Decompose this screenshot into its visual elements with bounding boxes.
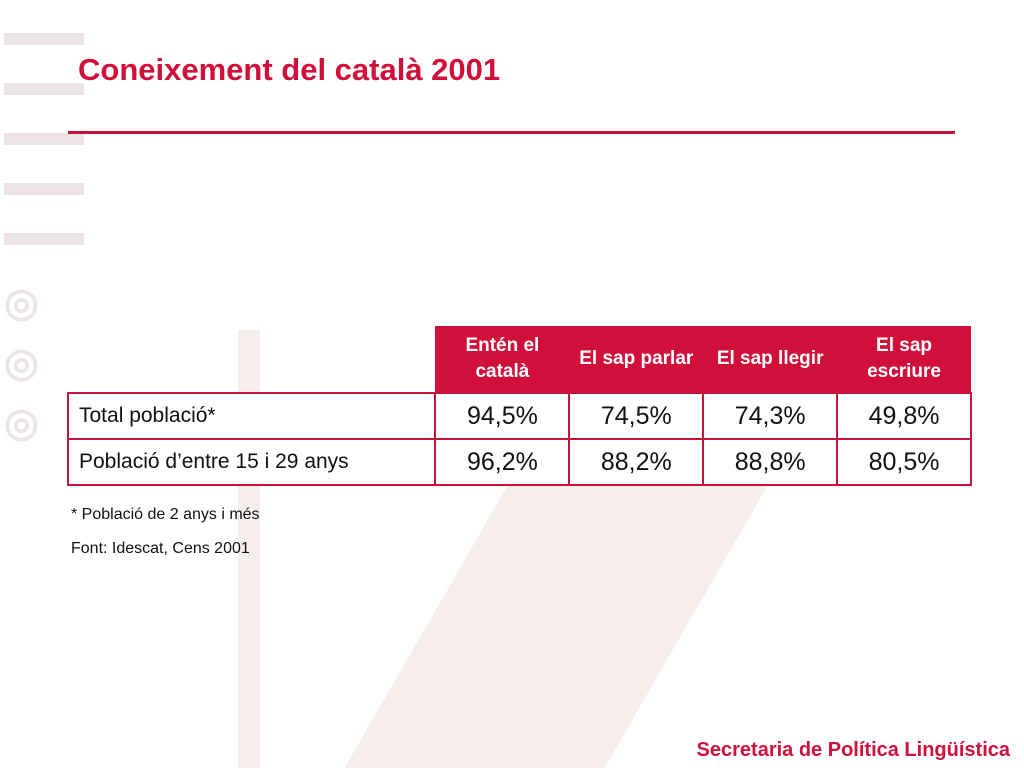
table-row: Total població* 94,5% 74,5% 74,3% 49,8% bbox=[66, 392, 972, 440]
table-row: Població d’entre 15 i 29 anys 96,2% 88,2… bbox=[66, 438, 972, 486]
table-cell: 80,5% bbox=[836, 438, 972, 486]
watermark-stripe bbox=[343, 470, 777, 768]
footnote: * Població de 2 anys i més bbox=[71, 506, 260, 523]
row-label: Població d’entre 15 i 29 anys bbox=[66, 438, 437, 486]
table-cell: 96,2% bbox=[434, 438, 571, 486]
table-header-row: Entén el català El sap parlar El sap lle… bbox=[68, 326, 971, 393]
table-cell: 94,5% bbox=[434, 392, 571, 440]
table-cell: 49,8% bbox=[836, 392, 972, 440]
table-cell: 74,3% bbox=[702, 392, 839, 440]
header-understands: Entén el català bbox=[435, 326, 570, 393]
header-empty-cell bbox=[68, 326, 435, 393]
table-cell: 88,2% bbox=[568, 438, 705, 486]
table-cell: 88,8% bbox=[702, 438, 839, 486]
header-writes: El sap escriure bbox=[837, 326, 971, 393]
source-note: Font: Idescat, Cens 2001 bbox=[71, 540, 250, 557]
footer-organization: Secretaria de Política Lingüística bbox=[696, 739, 1010, 761]
header-reads: El sap llegir bbox=[703, 326, 838, 393]
title-divider bbox=[68, 131, 955, 134]
row-label: Total població* bbox=[66, 392, 437, 440]
knowledge-table: Entén el català El sap parlar El sap lle… bbox=[66, 326, 972, 486]
header-speaks: El sap parlar bbox=[569, 326, 704, 393]
table-cell: 74,5% bbox=[568, 392, 705, 440]
slide-title: Coneixement del català 2001 bbox=[78, 52, 501, 87]
